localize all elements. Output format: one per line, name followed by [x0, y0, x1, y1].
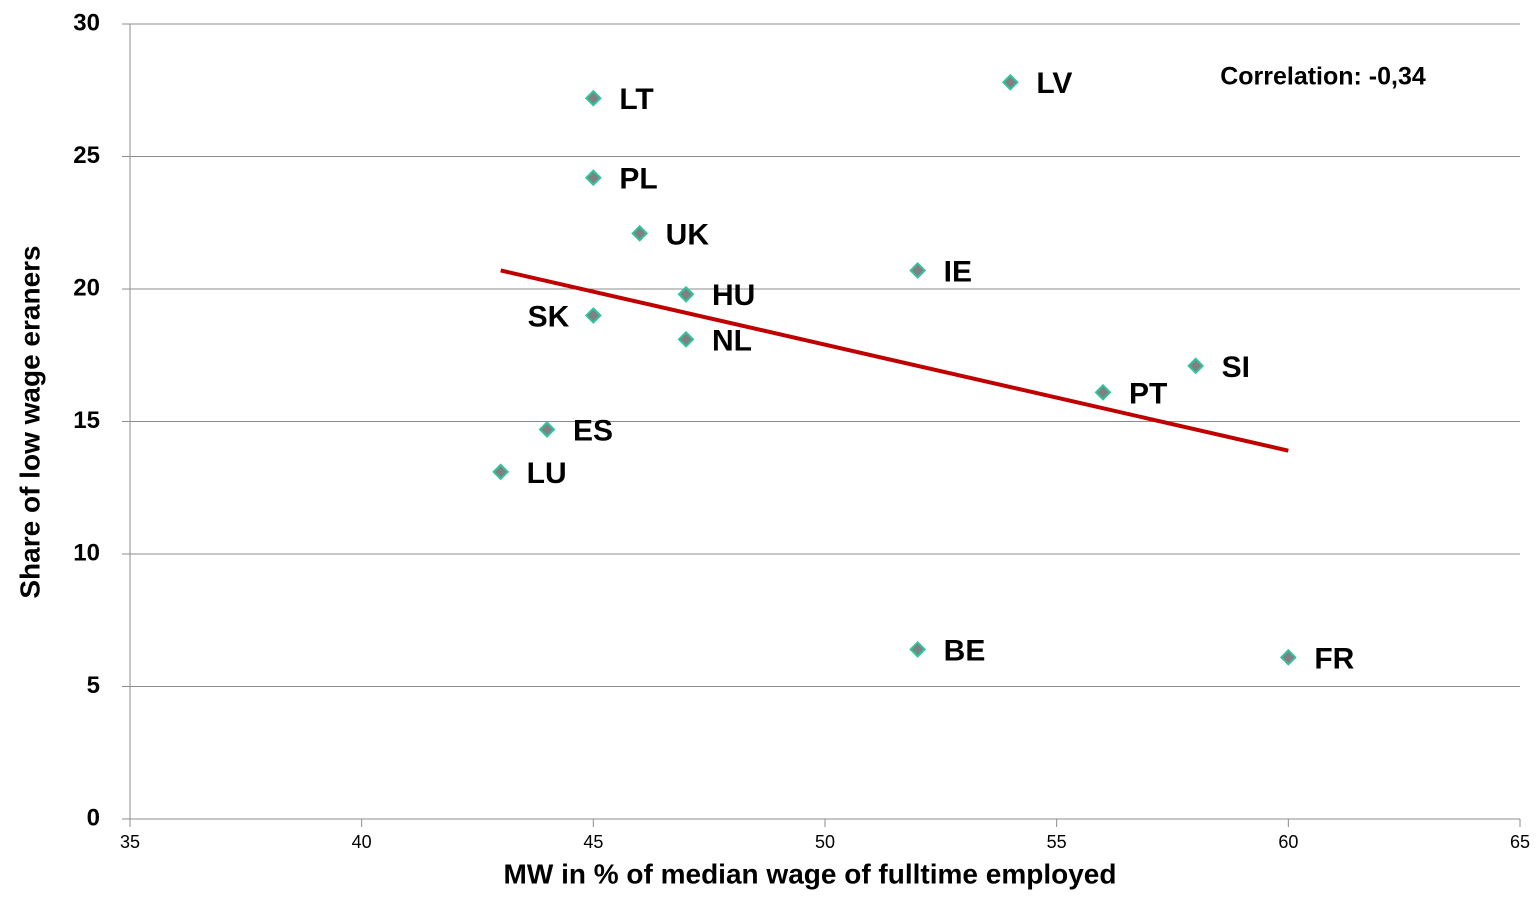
point	[584, 89, 602, 107]
point-label: HU	[712, 279, 755, 312]
point-label: IE	[944, 255, 972, 288]
point	[1094, 383, 1112, 401]
point	[909, 640, 927, 658]
x-tick-label: 35	[120, 832, 140, 852]
y-axis-title: Share of low wage eraners	[14, 245, 45, 598]
y-tick-label: 5	[87, 672, 100, 699]
x-tick-label: 40	[352, 832, 372, 852]
x-tick-label: 55	[1047, 832, 1067, 852]
point	[584, 307, 602, 324]
y-tick-label: 15	[73, 407, 100, 434]
x-tick-label: 45	[583, 832, 603, 852]
trendline	[500, 268, 1289, 453]
point-label: ES	[573, 414, 613, 447]
point-label: UK	[666, 218, 710, 251]
point	[584, 169, 602, 187]
y-tick-label: 10	[73, 539, 100, 566]
point	[492, 463, 510, 481]
x-tick-label: 65	[1510, 832, 1530, 852]
point-label: NL	[712, 324, 752, 357]
point	[909, 262, 927, 279]
point-label: SI	[1222, 351, 1250, 384]
point-label: PT	[1129, 377, 1167, 410]
point	[538, 421, 556, 438]
x-tick-label: 50	[815, 832, 835, 852]
point-label: PL	[619, 163, 657, 196]
x-axis-title: MW in % of median wage of fulltime emplo…	[504, 858, 1117, 889]
y-tick-label: 25	[73, 142, 100, 169]
annotation: Correlation: -0,34	[1220, 63, 1426, 91]
point-label: SK	[528, 300, 570, 333]
point-label: LU	[527, 457, 567, 490]
y-tick-label: 20	[73, 274, 100, 301]
point	[1001, 73, 1019, 91]
point-label: BE	[944, 634, 986, 667]
point	[1279, 648, 1297, 666]
point-label: LT	[619, 83, 653, 116]
point-label: FR	[1314, 642, 1354, 675]
point-label: LV	[1036, 67, 1072, 100]
point	[1187, 357, 1205, 375]
point	[631, 224, 649, 242]
y-tick-label: 0	[87, 804, 100, 831]
point	[677, 330, 695, 348]
x-tick-label: 60	[1278, 832, 1298, 852]
point	[677, 285, 695, 303]
y-tick-label: 30	[73, 9, 100, 36]
